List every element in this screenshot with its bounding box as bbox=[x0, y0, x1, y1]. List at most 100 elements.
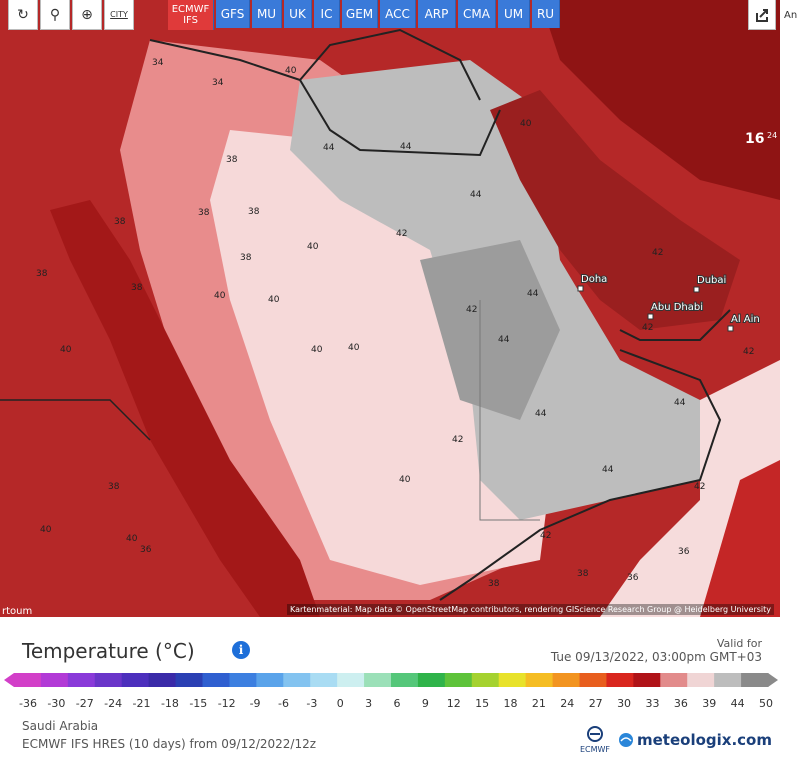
color-scale-swatch bbox=[417, 673, 446, 687]
city-name[interactable]: Doha bbox=[580, 273, 608, 286]
model-tab-sublabel: IFS bbox=[183, 15, 198, 26]
zoom-button[interactable]: ⊕ bbox=[72, 0, 102, 30]
color-scale-tick: 36 bbox=[673, 697, 688, 710]
valid-label: Valid for bbox=[716, 637, 762, 650]
model-tab-label: IC bbox=[320, 7, 333, 21]
region-line bbox=[479, 300, 540, 521]
color-scale-tick: 27 bbox=[588, 697, 603, 710]
heat-zone-core bbox=[420, 240, 560, 420]
model-tab-label: GEM bbox=[345, 7, 374, 21]
model-tab-label: MU bbox=[256, 7, 277, 21]
color-scale-tick: -9 bbox=[249, 697, 261, 710]
color-scale-tick: -30 bbox=[47, 697, 66, 710]
map-canvas[interactable]: 4034383838343840404038384038364040424244… bbox=[0, 0, 780, 617]
city-name[interactable]: Abu Dhabi bbox=[650, 301, 704, 314]
city-name[interactable]: Al Ain bbox=[730, 313, 761, 326]
temperature-label: 38 bbox=[577, 569, 589, 579]
model-tab-cma[interactable]: CMA bbox=[458, 0, 496, 28]
color-scale-swatch bbox=[579, 673, 607, 687]
color-scale-tick: 0 bbox=[336, 697, 344, 710]
color-scale-swatch bbox=[660, 673, 688, 687]
temperature-label: 44 bbox=[498, 335, 510, 345]
color-scale-swatch bbox=[67, 673, 96, 687]
model-tab-gem[interactable]: GEM bbox=[342, 0, 378, 28]
border-sudan bbox=[0, 399, 151, 441]
border-south bbox=[439, 349, 722, 601]
valid-date: Tue 09/13/2022, 03:00pm GMT+03 bbox=[550, 650, 762, 664]
color-scale-swatch bbox=[148, 673, 177, 687]
zoom-icon: ⊕ bbox=[81, 6, 93, 23]
model-tab-label: ARP bbox=[424, 7, 449, 21]
temperature-label: 40 bbox=[285, 66, 297, 76]
color-scale-tick: -27 bbox=[75, 697, 94, 710]
color-scale-swatch bbox=[552, 673, 580, 687]
temperature-label: 42 bbox=[452, 435, 463, 445]
weather-map[interactable]: 40 34 38 38 38 34 38 40 40 40 38 38 40 38 36 40 40 42 42 44… bbox=[0, 0, 780, 617]
model-tab-label: RU bbox=[536, 7, 555, 21]
red-sea bbox=[50, 200, 320, 617]
color-scale-tick: -18 bbox=[160, 697, 179, 710]
meteologix-brand[interactable]: meteologix.com bbox=[618, 731, 772, 749]
model-tab-acc[interactable]: ACC bbox=[380, 0, 416, 28]
temperature-label: 40 bbox=[60, 345, 72, 355]
model-tab-label: UM bbox=[503, 7, 524, 21]
color-scale-tick: 18 bbox=[503, 697, 518, 710]
color-scale-tick: 39 bbox=[702, 697, 717, 710]
meteologix-logo-icon bbox=[619, 733, 633, 747]
map-attribution[interactable]: Kartenmaterial: Map data © OpenStreetMap… bbox=[286, 604, 774, 615]
model-tab-uk[interactable]: UK bbox=[284, 0, 312, 28]
city-marker[interactable] bbox=[647, 313, 654, 320]
temperature-label: 38 bbox=[131, 283, 143, 293]
color-scale-swatch bbox=[471, 673, 500, 687]
city-button[interactable]: CITY bbox=[104, 0, 134, 30]
color-scale-tick: 44 bbox=[730, 697, 745, 710]
temperature-label: 34 bbox=[152, 58, 164, 68]
city-marker[interactable] bbox=[727, 325, 734, 332]
corner-label: rtoum bbox=[2, 606, 33, 617]
color-scale-swatch bbox=[256, 673, 284, 687]
color-scale-tick: 15 bbox=[475, 697, 490, 710]
model-tab-ecmwf[interactable]: ECMWF IFS bbox=[168, 0, 214, 30]
ecmwf-label: ECMWF bbox=[580, 745, 610, 754]
model-tab-arp[interactable]: ARP bbox=[418, 0, 456, 28]
temperature-label: 40 bbox=[348, 343, 360, 353]
temperature-label: 40 bbox=[307, 242, 319, 252]
model-tab-ic[interactable]: IC bbox=[314, 0, 340, 28]
color-scale-swatch bbox=[121, 673, 150, 687]
location-button[interactable]: ⚲ bbox=[40, 0, 70, 30]
model-tab-mu[interactable]: MU bbox=[252, 0, 282, 28]
city-marker[interactable] bbox=[577, 285, 584, 292]
color-scale-tick: 24 bbox=[560, 697, 575, 710]
temperature-label: 44 bbox=[527, 289, 539, 299]
ecmwf-logo: ECMWF bbox=[580, 726, 610, 754]
temperature-label: 24 bbox=[767, 131, 777, 140]
temperature-labels: 4034383838343840404038384038364040424244… bbox=[36, 58, 777, 589]
info-icon[interactable]: i bbox=[232, 641, 250, 659]
color-scale-ticks: -36 -30 -27 -24 -21 -18 -15 -12 -9 -6 -3 0 3 6 9 12 15 18… bbox=[0, 697, 800, 713]
temperature-label: 42 bbox=[540, 531, 551, 541]
share-icon bbox=[756, 8, 768, 22]
color-scale-tick: 21 bbox=[531, 697, 546, 710]
temperature-label: 42 bbox=[642, 323, 653, 333]
border-uae bbox=[619, 309, 731, 341]
color-scale-swatch bbox=[337, 673, 365, 687]
color-scale-swatch bbox=[687, 673, 715, 687]
legend-panel: Temperature (°C) i Valid for Tue 09/13/2… bbox=[0, 617, 800, 766]
temperature-label: 40 bbox=[40, 525, 52, 535]
refresh-button[interactable]: ↻ bbox=[8, 0, 38, 30]
model-tab-gfs[interactable]: GFS bbox=[216, 0, 250, 28]
model-tab-um[interactable]: UM bbox=[498, 0, 530, 28]
model-tab-ru[interactable]: RU bbox=[532, 0, 560, 28]
temperature-label: 36 bbox=[627, 573, 639, 583]
border-iraq bbox=[299, 28, 481, 101]
refresh-icon: ↻ bbox=[17, 6, 29, 23]
temperature-label: 40 bbox=[520, 119, 532, 129]
temperature-label: 36 bbox=[678, 547, 690, 557]
color-scale-swatch bbox=[364, 673, 392, 687]
color-scale-tick: -12 bbox=[217, 697, 236, 710]
temperature-label: 38 bbox=[36, 269, 48, 279]
city-marker[interactable] bbox=[693, 286, 700, 293]
city-name[interactable]: Dubai bbox=[696, 274, 727, 287]
temperature-label: 38 bbox=[488, 579, 500, 589]
share-button[interactable] bbox=[748, 0, 776, 30]
